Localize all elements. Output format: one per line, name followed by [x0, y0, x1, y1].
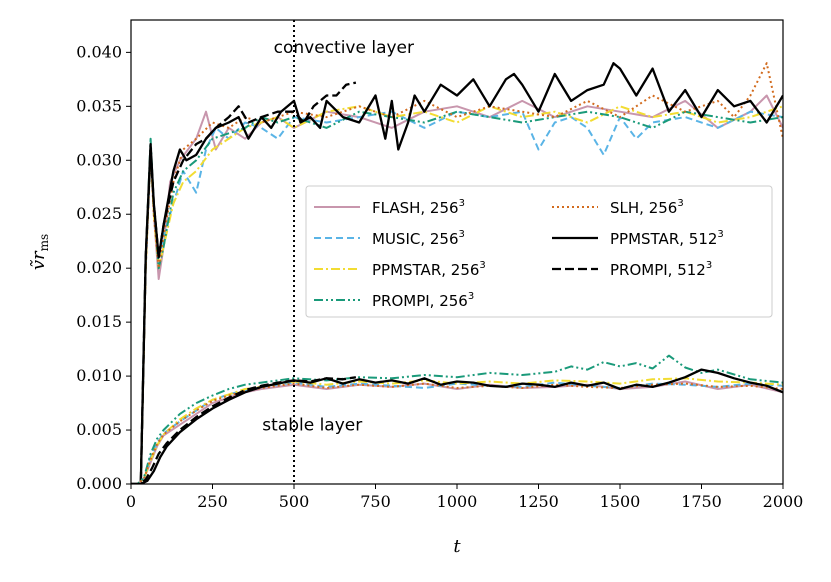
series-line-convective-4 [131, 62, 783, 484]
series-line-convective-5 [131, 62, 783, 484]
legend: FLASH, 2563 MUSIC, 2563 PPMSTAR, 2563 PROMP… [305, 185, 773, 318]
axes: 0 250 500 750 1000 1250 1500 1750 2000 0.000 0.005… [28, 19, 804, 557]
series-line-stable-10 [131, 354, 783, 484]
x-tick-label: 0 [126, 492, 136, 511]
y-axis-label: ṽrms [28, 234, 51, 270]
series-line-stable-12 [131, 368, 783, 484]
series-line-stable-9 [131, 377, 783, 484]
x-tick-label: 250 [197, 492, 228, 511]
series-line-convective-6 [131, 81, 357, 484]
x-tick-label: 1500 [600, 492, 641, 511]
y-tick-label: 0.035 [76, 96, 122, 115]
legend-label-6: PROMPI, 5123 [610, 260, 712, 279]
y-tick-label: 0.025 [76, 204, 122, 223]
x-tick-label: 2000 [763, 492, 804, 511]
legend-label-0: FLASH, 2563 [372, 198, 465, 217]
x-axis-label: t [453, 536, 461, 557]
legend-label-1: MUSIC, 2563 [372, 229, 465, 248]
x-tick-label: 1000 [437, 492, 478, 511]
series-line-convective-3 [131, 110, 783, 484]
annotation-0: convective layer [274, 38, 414, 58]
legend-box [305, 185, 773, 318]
x-tick-label: 500 [279, 492, 310, 511]
series-line-convective-0 [131, 94, 783, 484]
y-tick-label: 0.040 [76, 42, 122, 61]
y-tick-label: 0.005 [76, 420, 122, 439]
series-line-stable-13 [131, 376, 357, 484]
annotation-1: stable layer [262, 416, 362, 436]
plot-area [131, 20, 783, 484]
legend-label-2: PPMSTAR, 2563 [372, 260, 486, 279]
y-tick-label: 0.010 [76, 366, 122, 385]
y-tick-label: 0.000 [76, 474, 122, 493]
x-tick-label: 750 [360, 492, 391, 511]
x-tick-label: 1250 [518, 492, 559, 511]
annotations: convective layer stable layer [262, 38, 414, 436]
legend-label-5: PPMSTAR, 5123 [610, 229, 724, 248]
y-tick-label: 0.020 [76, 258, 122, 277]
y-tick-label: 0.030 [76, 150, 122, 169]
y-tick-label: 0.015 [76, 312, 122, 331]
legend-label-3: PROMPI, 2563 [372, 291, 474, 310]
legend-label-4: SLH, 2563 [610, 198, 684, 217]
x-tick-label: 1750 [681, 492, 722, 511]
